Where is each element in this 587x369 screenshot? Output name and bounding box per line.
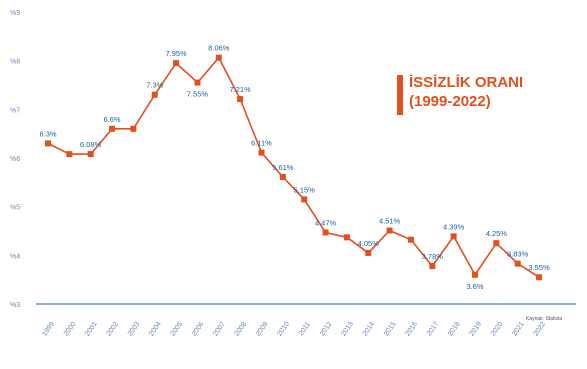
- data-point: [194, 79, 201, 86]
- y-tick-label: %4: [10, 253, 20, 260]
- data-point: [301, 196, 308, 203]
- data-point: [322, 229, 329, 236]
- data-point: [514, 260, 521, 267]
- x-tick-label: 2018: [447, 321, 462, 338]
- data-point: [130, 125, 137, 132]
- x-tick-label: 2012: [319, 321, 334, 338]
- data-point: [450, 233, 457, 240]
- chart-title: İSSİZLİK ORANI (1999-2022): [409, 73, 523, 111]
- x-tick-label: 2002: [105, 321, 120, 338]
- x-tick-label: 2013: [340, 321, 355, 338]
- x-tick-label: 2005: [170, 321, 185, 338]
- chart-source: Kaynak: Statista: [526, 316, 563, 322]
- data-label: 7.95%: [165, 49, 187, 58]
- x-tick-label: 2000: [63, 321, 78, 338]
- y-tick-label: %8: [10, 59, 20, 66]
- x-tick-label: 2008: [234, 321, 249, 338]
- data-label: 6.08%: [80, 140, 102, 149]
- data-point: [343, 234, 350, 241]
- data-label: 7.3%: [146, 81, 163, 90]
- data-point: [66, 151, 73, 158]
- x-tick-label: 2019: [468, 321, 483, 338]
- data-label: 3.6%: [466, 282, 483, 291]
- data-point: [237, 96, 244, 103]
- data-point: [472, 271, 478, 278]
- data-label: 4.39%: [443, 222, 465, 231]
- data-point: [258, 149, 265, 156]
- x-tick-label: 2007: [212, 321, 227, 338]
- data-point: [109, 125, 116, 132]
- data-point: [215, 54, 222, 61]
- data-label: 4.51%: [379, 217, 401, 226]
- data-point: [386, 227, 393, 234]
- chart-title-main: İSSİZLİK ORANI: [409, 74, 524, 91]
- x-tick-label: 2011: [298, 321, 312, 337]
- x-tick-label: 2014: [362, 321, 377, 338]
- data-label: 7.55%: [187, 90, 209, 99]
- data-label: 6.6%: [103, 115, 120, 124]
- x-tick-label: 2004: [148, 321, 163, 338]
- chart-subtitle: (1999-2022): [409, 93, 491, 110]
- x-tick-label: 2020: [490, 321, 505, 338]
- y-tick-label: %5: [10, 205, 20, 212]
- x-tick-label: 2010: [276, 321, 291, 338]
- data-point: [407, 236, 414, 243]
- data-label: 3.78%: [422, 252, 444, 261]
- x-tick-label: 2006: [191, 321, 206, 338]
- data-label: 4.47%: [315, 218, 337, 227]
- data-label: 3.83%: [507, 250, 529, 259]
- x-tick-label: 2017: [426, 321, 441, 338]
- data-point: [429, 263, 436, 270]
- data-label: 5.15%: [294, 185, 316, 194]
- x-tick-label: 2003: [127, 321, 142, 338]
- data-label: 6.11%: [251, 139, 272, 148]
- x-tick-label: 2015: [383, 321, 398, 338]
- data-point: [279, 173, 286, 180]
- data-point: [87, 151, 94, 158]
- title-accent-bar: [397, 75, 403, 115]
- x-tick-label: 2001: [84, 321, 99, 338]
- data-label: 4.05%: [358, 239, 380, 248]
- x-tick-label: 2009: [255, 321, 270, 338]
- x-tick-label: 2022: [532, 321, 547, 338]
- data-point: [173, 60, 180, 67]
- data-point: [493, 240, 500, 247]
- y-tick-label: %6: [10, 156, 20, 163]
- data-label: 5.61%: [272, 163, 294, 172]
- y-tick-label: %3: [10, 302, 20, 309]
- chart-title-block: İSSİZLİK ORANI (1999-2022): [397, 73, 523, 115]
- data-label: 7.21%: [230, 85, 252, 94]
- x-tick-label: 2016: [404, 321, 419, 338]
- data-point: [151, 91, 158, 98]
- series-line: [47, 56, 540, 278]
- data-point: [45, 140, 51, 147]
- y-tick-label: %7: [10, 107, 20, 114]
- x-tick-label: 2021: [511, 321, 526, 338]
- data-label: 6.3%: [39, 129, 56, 138]
- y-tick-label: %9: [10, 10, 20, 17]
- x-tick-label: 1999: [41, 321, 56, 338]
- data-label: 3.55%: [528, 263, 550, 272]
- data-label: 4.25%: [486, 229, 508, 238]
- data-point: [365, 249, 372, 256]
- data-label: 8.06%: [208, 44, 230, 53]
- data-point: [536, 274, 543, 281]
